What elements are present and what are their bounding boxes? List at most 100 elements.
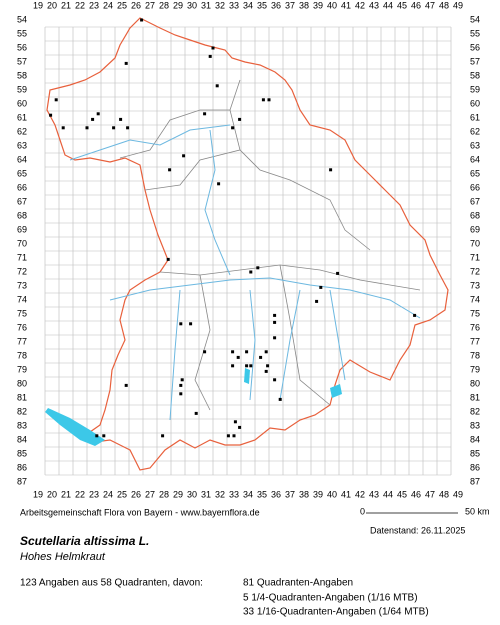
x-tick-label: 28 xyxy=(159,489,169,499)
occurrence-point xyxy=(203,350,207,354)
occurrence-point xyxy=(124,383,128,387)
y-tick-label: 80 xyxy=(470,378,480,388)
x-tick-label: 37 xyxy=(285,0,295,10)
y-tick-label: 54 xyxy=(17,14,27,24)
y-tick-label: 82 xyxy=(470,406,480,416)
occurrence-point xyxy=(315,299,319,303)
x-tick-label: 37 xyxy=(285,489,295,499)
source: Arbeitsgemeinschaft Flora von Bayern - w… xyxy=(20,507,260,517)
y-tick-label: 78 xyxy=(17,350,27,360)
x-tick-label: 33 xyxy=(229,0,239,10)
x-tick-label: 24 xyxy=(103,489,113,499)
y-tick-label: 77 xyxy=(17,336,27,346)
occurrence-point xyxy=(256,266,260,270)
y-tick-label: 86 xyxy=(470,462,480,472)
occurrence-point xyxy=(215,84,219,88)
y-tick-label: 79 xyxy=(17,364,27,374)
y-tick-label: 78 xyxy=(470,350,480,360)
y-tick-label: 69 xyxy=(470,224,480,234)
summary-line: 33 1/16-Quadranten-Angaben (1/64 MTB) xyxy=(243,607,429,618)
x-tick-label: 27 xyxy=(145,0,155,10)
y-tick-label: 68 xyxy=(470,210,480,220)
x-tick-label: 40 xyxy=(327,489,337,499)
occurrence-point xyxy=(102,434,106,438)
scale-start: 0 xyxy=(360,506,365,516)
occurrence-point xyxy=(180,378,184,382)
y-tick-label: 77 xyxy=(470,336,480,346)
x-tick-label: 36 xyxy=(271,489,281,499)
x-tick-label: 25 xyxy=(117,489,127,499)
occurrence-point xyxy=(261,98,265,102)
y-tick-label: 67 xyxy=(470,196,480,206)
x-tick-label: 45 xyxy=(397,489,407,499)
x-tick-label: 26 xyxy=(131,0,141,10)
occurrence-point xyxy=(179,392,183,396)
y-tick-label: 71 xyxy=(17,252,27,262)
occurrence-point xyxy=(238,425,242,429)
occurrence-point xyxy=(217,182,221,186)
occurrence-point xyxy=(226,434,230,438)
occurrence-point xyxy=(126,126,130,130)
x-tick-label: 23 xyxy=(89,0,99,10)
x-tick-label: 26 xyxy=(131,489,141,499)
y-tick-label: 62 xyxy=(470,126,480,136)
y-tick-label: 74 xyxy=(470,294,480,304)
occurrence-point xyxy=(91,117,95,121)
x-tick-label: 24 xyxy=(103,0,113,10)
y-tick-label: 82 xyxy=(17,406,27,416)
y-tick-label: 73 xyxy=(17,280,27,290)
x-tick-label: 22 xyxy=(75,489,85,499)
y-tick-label: 55 xyxy=(470,28,480,38)
y-tick-label: 84 xyxy=(17,434,27,444)
x-tick-label: 43 xyxy=(369,0,379,10)
occurrence-point xyxy=(273,378,277,382)
y-tick-label: 87 xyxy=(470,476,480,486)
y-tick-label: 65 xyxy=(17,168,27,178)
occurrence-point xyxy=(168,168,172,172)
occurrence-point xyxy=(124,61,128,65)
x-tick-label: 48 xyxy=(439,489,449,499)
occurrence-point xyxy=(211,46,215,50)
x-tick-label: 34 xyxy=(243,0,253,10)
x-tick-label: 44 xyxy=(383,489,393,499)
y-tick-label: 60 xyxy=(17,98,27,108)
summary-line: 5 1/4-Quadranten-Angaben (1/16 MTB) xyxy=(243,593,418,604)
y-tick-label: 84 xyxy=(470,434,480,444)
y-tick-label: 58 xyxy=(470,70,480,80)
occurrence-point xyxy=(208,54,212,58)
x-tick-label: 45 xyxy=(397,0,407,10)
y-tick-label: 58 xyxy=(17,70,27,80)
y-tick-label: 83 xyxy=(470,420,480,430)
lake-constance xyxy=(45,408,105,446)
occurrence-point xyxy=(245,350,249,354)
y-tick-label: 63 xyxy=(17,140,27,150)
occurrence-point xyxy=(231,126,235,130)
x-tick-label: 19 xyxy=(33,489,43,499)
y-tick-label: 83 xyxy=(17,420,27,430)
occurrence-point xyxy=(194,411,198,415)
occurrence-point xyxy=(232,434,236,438)
y-tick-label: 67 xyxy=(17,196,27,206)
species-name: Scutellaria altissima L. xyxy=(20,534,149,548)
y-tick-label: 85 xyxy=(470,448,480,458)
x-tick-label: 29 xyxy=(173,0,183,10)
occurrence-point xyxy=(182,154,186,158)
y-tick-label: 70 xyxy=(17,238,27,248)
occurrence-point xyxy=(179,383,183,387)
x-tick-label: 41 xyxy=(341,0,351,10)
scale-end: 50 km xyxy=(465,506,490,516)
x-tick-label: 49 xyxy=(453,489,463,499)
occurrence-point xyxy=(329,168,333,172)
x-tick-label: 21 xyxy=(61,489,71,499)
occurrence-point xyxy=(203,112,207,116)
x-tick-label: 47 xyxy=(425,489,435,499)
x-tick-label: 39 xyxy=(313,0,323,10)
x-tick-label: 34 xyxy=(243,489,253,499)
y-tick-label: 70 xyxy=(470,238,480,248)
summary-total: 123 Angaben aus 58 Quadranten, davon: xyxy=(20,578,203,589)
y-tick-label: 87 xyxy=(17,476,27,486)
x-tick-label: 30 xyxy=(187,0,197,10)
x-tick-label: 35 xyxy=(257,489,267,499)
occurrence-point xyxy=(264,350,268,354)
x-tick-label: 23 xyxy=(89,489,99,499)
